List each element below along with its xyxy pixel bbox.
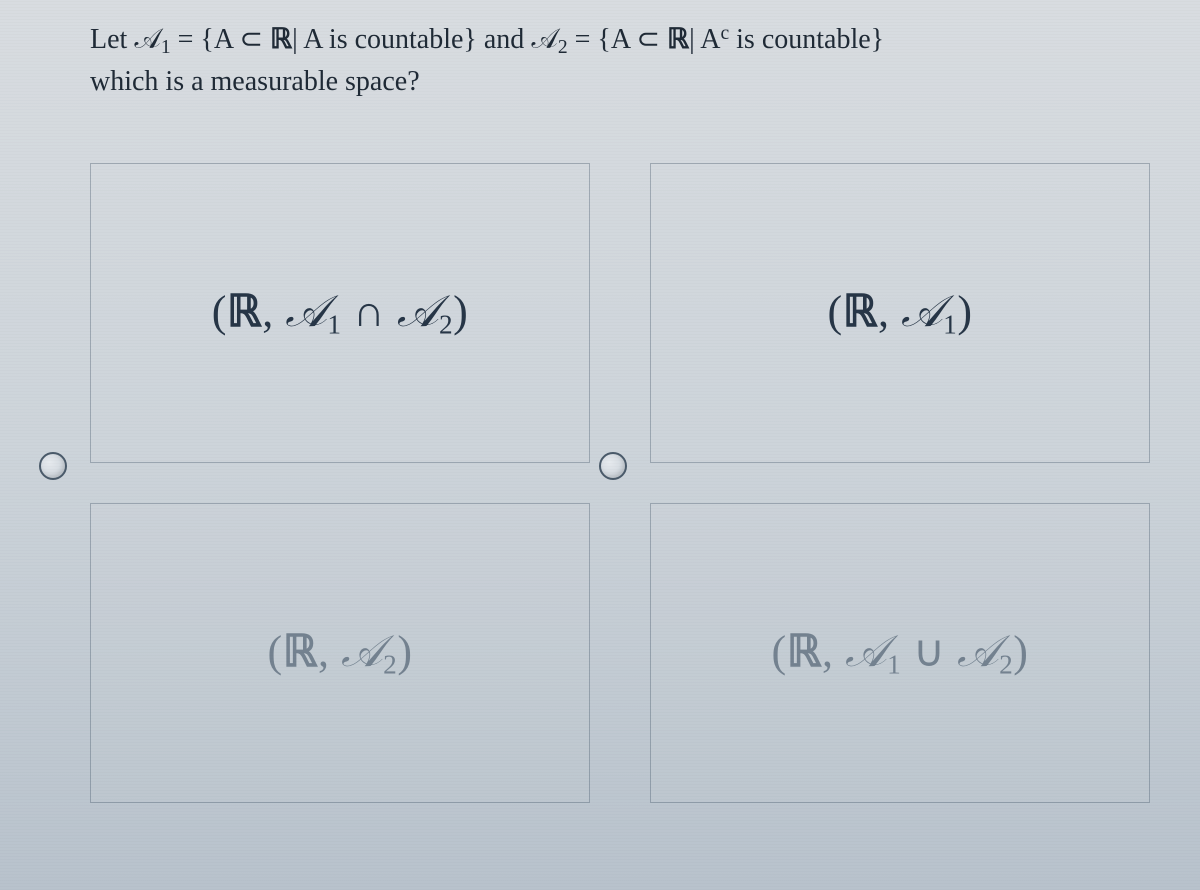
- question-text: Let 𝒜1 = {A ⊂ ℝ| A is countable} and 𝒜2 …: [90, 20, 1190, 103]
- radio-b[interactable]: [599, 452, 627, 480]
- option-a-cell[interactable]: (ℝ, 𝒜1 ∩ 𝒜2): [90, 163, 590, 463]
- question-line1: Let 𝒜1 = {A ⊂ ℝ| A is countable} and 𝒜2 …: [90, 24, 884, 55]
- options-grid: (ℝ, 𝒜1 ∩ 𝒜2) (ℝ, 𝒜1) (ℝ, 𝒜2) (ℝ, 𝒜1 ∪ 𝒜2…: [90, 163, 1190, 803]
- q-and: and: [484, 24, 531, 55]
- q-eq2: =: [575, 24, 598, 55]
- q-prefix: Let: [90, 24, 134, 55]
- option-c-cell[interactable]: (ℝ, 𝒜2): [90, 503, 590, 803]
- option-a-label: (ℝ, 𝒜1 ∩ 𝒜2): [212, 286, 468, 341]
- page: Let 𝒜1 = {A ⊂ ℝ| A is countable} and 𝒜2 …: [90, 20, 1190, 890]
- q-A1: 𝒜1: [134, 24, 170, 55]
- option-c-label: (ℝ, 𝒜2): [268, 626, 413, 681]
- q-A2: 𝒜2: [531, 24, 567, 55]
- q-eq1: =: [178, 24, 201, 55]
- question-line2: which is a measurable space?: [90, 66, 420, 97]
- option-d-cell[interactable]: (ℝ, 𝒜1 ∪ 𝒜2): [650, 503, 1150, 803]
- q-set2: {A ⊂ ℝ| Ac is countable}: [597, 24, 884, 55]
- option-d-label: (ℝ, 𝒜1 ∪ 𝒜2): [772, 626, 1029, 681]
- q-set1: {A ⊂ ℝ| A is countable}: [200, 24, 476, 55]
- option-b-cell[interactable]: (ℝ, 𝒜1): [650, 163, 1150, 463]
- radio-a[interactable]: [39, 452, 67, 480]
- option-b-label: (ℝ, 𝒜1): [828, 286, 973, 341]
